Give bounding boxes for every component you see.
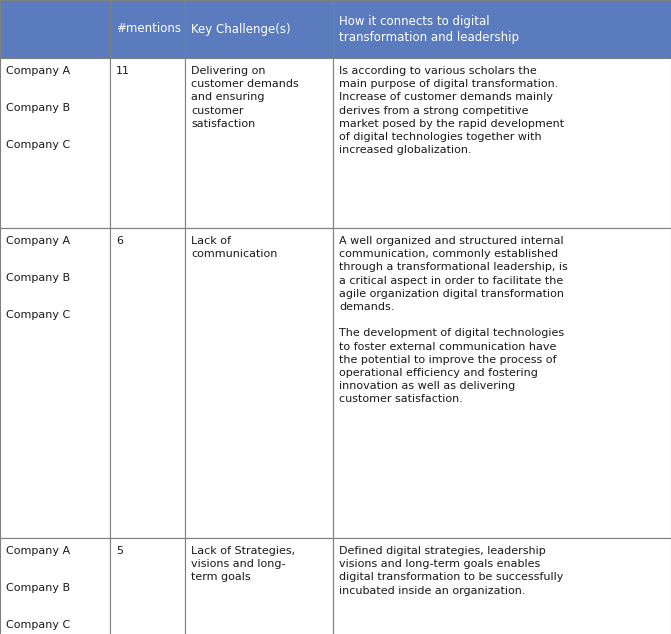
Bar [110, 538, 185, 634]
Text: 5: 5 [116, 546, 123, 556]
Text: 11: 11 [116, 66, 130, 76]
Text: Lack of Strategies,
visions and long-
term goals: Lack of Strategies, visions and long- te… [191, 546, 295, 583]
Bar [0, 0, 110, 58]
Text: #mentions: #mentions [116, 22, 181, 36]
Bar [333, 538, 671, 634]
Text: A well organized and structured internal
communication, commonly established
thr: A well organized and structured internal… [339, 236, 568, 404]
Text: Company A

Company B

Company C: Company A Company B Company C [6, 236, 70, 320]
Bar [333, 228, 671, 538]
Bar [185, 58, 333, 228]
Text: Delivering on
customer demands
and ensuring
customer
satisfaction: Delivering on customer demands and ensur… [191, 66, 299, 129]
Text: Defined digital strategies, leadership
visions and long-term goals enables
digit: Defined digital strategies, leadership v… [339, 546, 564, 595]
Bar [0, 58, 110, 228]
Text: Company A

Company B

Company C: Company A Company B Company C [6, 66, 70, 150]
Text: Is according to various scholars the
main purpose of digital transformation.
Inc: Is according to various scholars the mai… [339, 66, 564, 155]
Bar [0, 228, 110, 538]
Bar [333, 0, 671, 58]
Bar [110, 58, 185, 228]
Bar [185, 228, 333, 538]
Bar [110, 0, 185, 58]
Text: Lack of
communication: Lack of communication [191, 236, 277, 259]
Text: How it connects to digital
transformation and leadership: How it connects to digital transformatio… [339, 15, 519, 44]
Bar [185, 0, 333, 58]
Bar [333, 58, 671, 228]
Bar [0, 538, 110, 634]
Bar [110, 228, 185, 538]
Bar [185, 538, 333, 634]
Text: Key Challenge(s): Key Challenge(s) [191, 22, 291, 36]
Text: Company A

Company B

Company C: Company A Company B Company C [6, 546, 70, 630]
Text: 6: 6 [116, 236, 123, 246]
